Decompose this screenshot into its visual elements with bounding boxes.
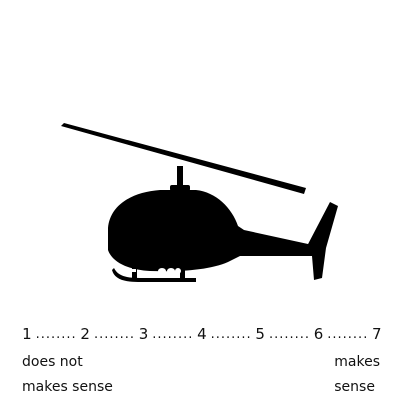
scale-point-2[interactable]: 2 <box>80 325 91 343</box>
scale-separator: ........ <box>35 326 77 342</box>
scale-separator: ........ <box>268 326 310 342</box>
tail-fin <box>306 202 338 280</box>
scale-separator: ........ <box>327 326 369 342</box>
scale-separator: ........ <box>210 326 252 342</box>
helicopter-image <box>61 123 338 282</box>
right-anchor-label: makes sense <box>334 350 380 400</box>
left-anchor-label: does not makes sense <box>22 350 113 400</box>
scale-point-1[interactable]: 1 <box>22 325 32 343</box>
rating-scale: 1 ........ 2 ........ 3 ........ 4 .....… <box>22 322 382 346</box>
scale-separator: ........ <box>93 326 136 342</box>
helicopter-body <box>108 190 316 272</box>
scale-point-3[interactable]: 3 <box>138 325 149 343</box>
left-anchor-line-1: does not <box>22 354 83 370</box>
scale-point-5[interactable]: 5 <box>255 325 266 343</box>
scale-point-6[interactable]: 6 <box>313 325 324 343</box>
rotor-mast <box>177 166 183 190</box>
scale-point-4[interactable]: 4 <box>197 325 207 343</box>
main-rotor <box>61 123 306 194</box>
right-anchor-line-2: sense <box>334 379 375 395</box>
scale-point-7[interactable]: 7 <box>372 325 382 343</box>
right-anchor-line-1: makes <box>334 354 380 370</box>
scale-separator: ........ <box>152 326 194 342</box>
left-anchor-line-2: makes sense <box>22 379 113 395</box>
